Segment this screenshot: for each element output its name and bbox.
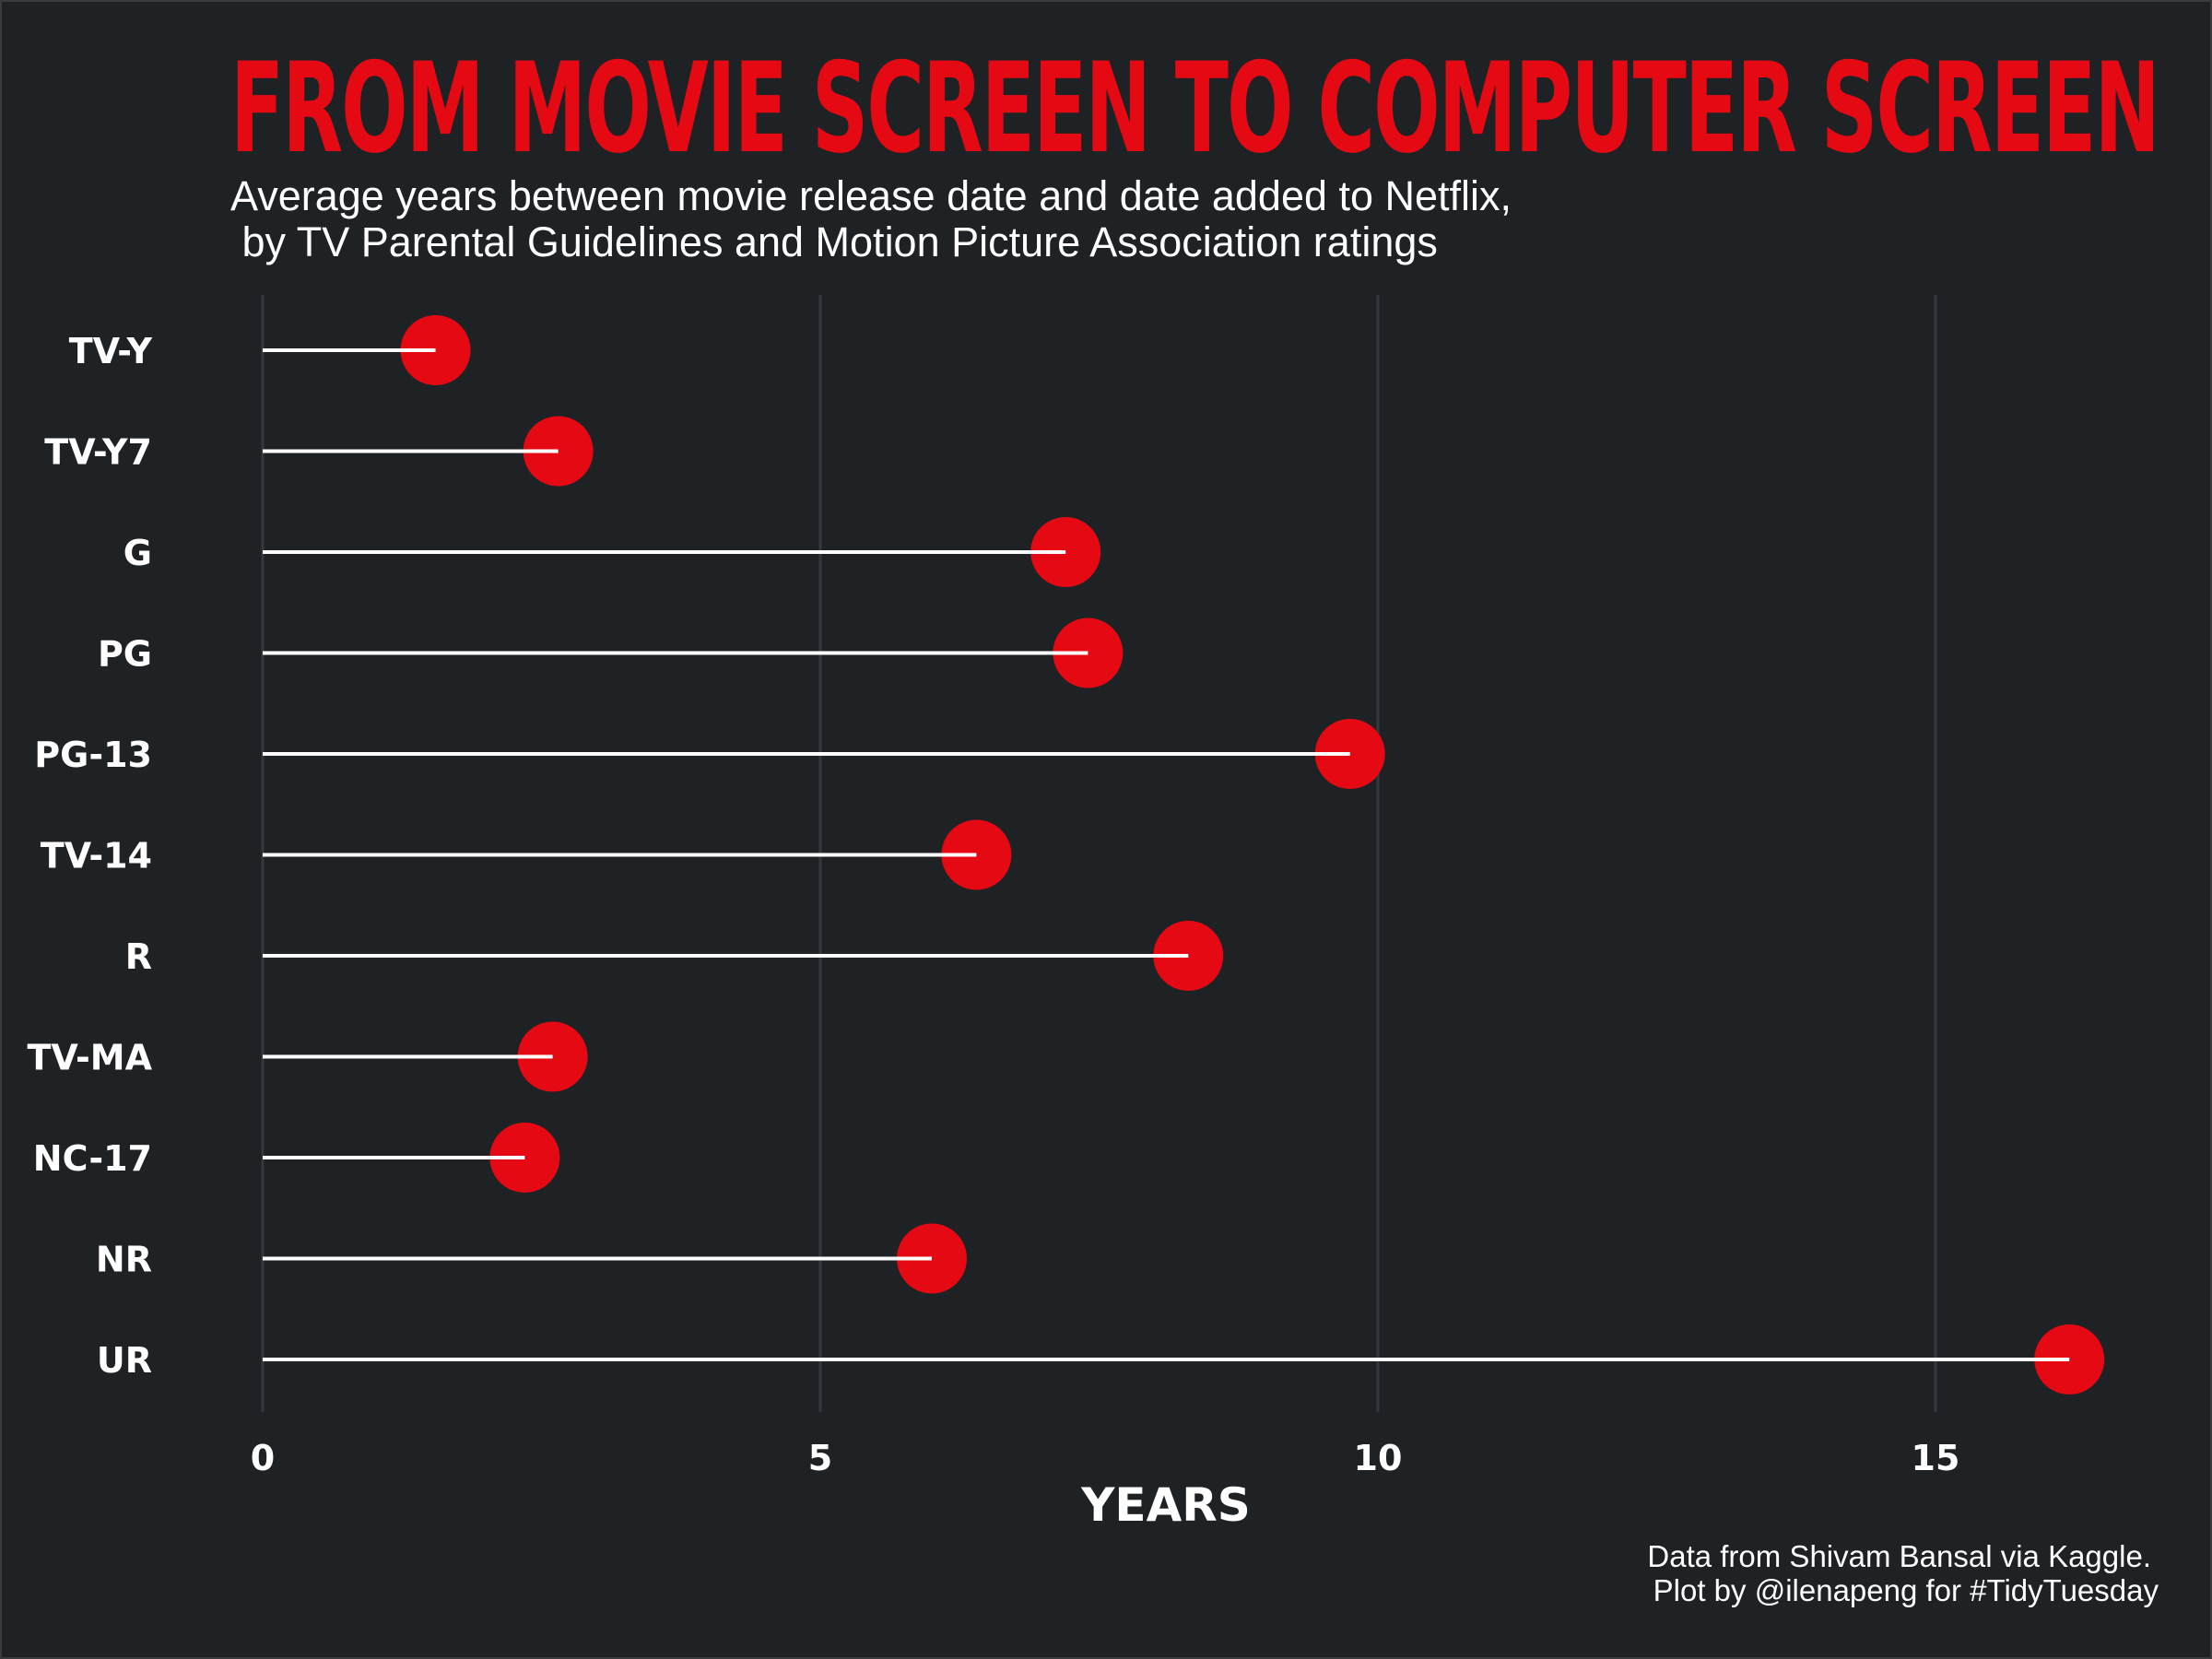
caption-line-2: Plot by @ilenapeng for #TidyTuesday — [1653, 1573, 2159, 1607]
x-tick-label-15: 15 — [1912, 1438, 1960, 1478]
category-label-ur: UR — [97, 1340, 152, 1381]
category-label-pg: PG — [98, 634, 152, 675]
x-tick-label-10: 10 — [1354, 1438, 1403, 1478]
category-labels: TV-Y TV-Y7 G PG PG-13 TV-14 R TV-MA NC-17 NR UR — [27, 331, 152, 1381]
category-label-tv-14: TV-14 — [41, 836, 152, 877]
x-tick-label-5: 5 — [808, 1438, 832, 1478]
chart-subtitle-line-2: by TV Parental Guidelines and Motion Pic… — [230, 218, 1438, 265]
x-axis-title: YEARS — [1080, 1478, 1251, 1532]
chart-subtitle-line-1: Average years between movie release date… — [230, 172, 1512, 219]
caption-line-1: Data from Shivam Bansal via Kaggle. — [1647, 1539, 2151, 1573]
category-label-pg-13: PG-13 — [34, 735, 152, 775]
category-label-tv-y: TV-Y — [69, 331, 153, 371]
lollipop-stems — [263, 348, 2070, 1361]
category-label-nc-17: NC-17 — [33, 1138, 152, 1179]
category-label-tv-ma: TV-MA — [27, 1038, 152, 1078]
x-tick-label-0: 0 — [251, 1438, 275, 1478]
category-label-tv-y7: TV-Y7 — [44, 432, 152, 473]
category-label-r: R — [125, 936, 152, 977]
chart-title: FROM MOVIE SCREEN TO COMPUTER SCREEN — [230, 36, 2159, 181]
category-label-g: G — [124, 533, 152, 573]
category-label-nr: NR — [96, 1240, 152, 1280]
x-tick-labels: 0 5 10 15 — [251, 1438, 1960, 1478]
